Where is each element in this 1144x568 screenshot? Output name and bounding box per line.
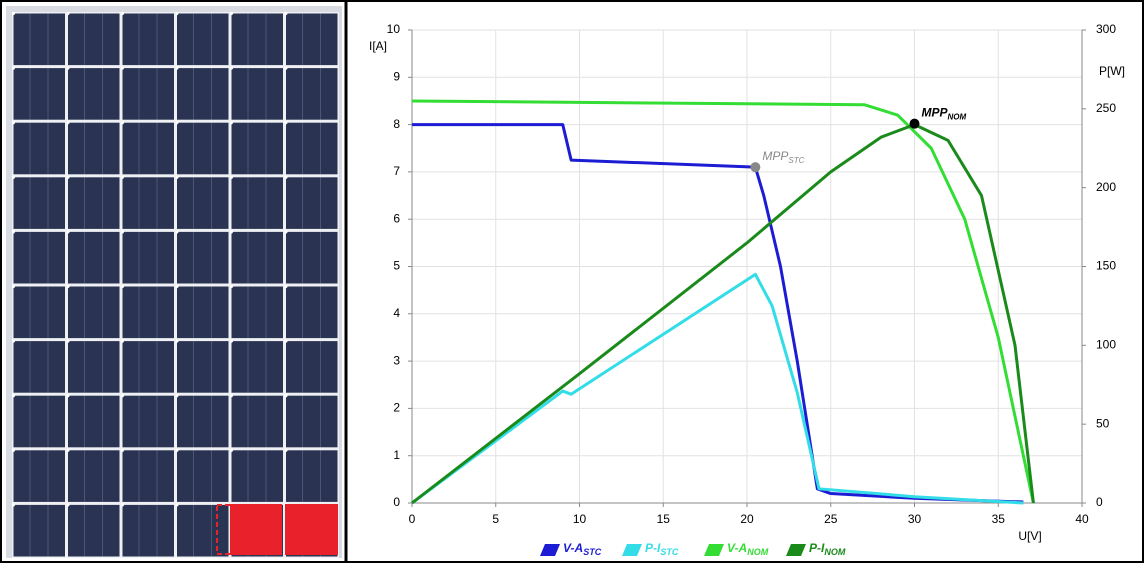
y-tick-label: 1 xyxy=(393,448,400,462)
legend-name: P-I xyxy=(645,541,661,555)
plot: 0 5 10 15 20 25 30 35 40012345678910050100150200… xyxy=(369,22,1125,557)
legend-name: V-A xyxy=(727,541,747,555)
mpp-label-sub: STC xyxy=(788,156,804,165)
x-tick-label: 25 xyxy=(824,512,838,526)
legend-name: P-I xyxy=(809,541,825,555)
x-tick-label: 5 xyxy=(492,512,499,526)
x-tick-label: 10 xyxy=(573,512,587,526)
legend-subscript: STC xyxy=(660,547,679,557)
series-line xyxy=(411,272,1024,505)
y-tick-label: 3 xyxy=(393,353,400,367)
y2-tick-label: 150 xyxy=(1096,259,1116,273)
x-tick-label: 40 xyxy=(1075,512,1089,526)
x-tick-label: 20 xyxy=(740,512,754,526)
mpp-label-main: MPP xyxy=(762,149,788,163)
legend-swatch xyxy=(704,544,724,556)
legend-swatch xyxy=(540,544,560,556)
legend-name: V-A xyxy=(563,541,583,555)
y-tick-label: 2 xyxy=(393,401,400,415)
legend-subscript: NOM xyxy=(747,547,769,557)
series-line xyxy=(411,123,1035,505)
y-tick-label: 0 xyxy=(393,495,400,509)
y-tick-label: 4 xyxy=(393,306,400,320)
y2-tick-label: 0 xyxy=(1096,495,1103,509)
series-line xyxy=(411,99,1035,504)
y2-tick-label: 100 xyxy=(1096,338,1116,352)
y2-tick-label: 250 xyxy=(1096,101,1116,115)
y-axis-label: I[A] xyxy=(369,39,387,53)
y2-tick-label: 50 xyxy=(1096,416,1110,430)
x-tick-label: 0 xyxy=(409,512,416,526)
x-tick-label: 15 xyxy=(657,512,671,526)
mpp-label: MPPNOM xyxy=(922,106,967,122)
y-tick-label: 9 xyxy=(393,69,400,83)
legend-label: V-ANOM xyxy=(727,541,769,557)
mpp-label: MPPSTC xyxy=(762,149,804,165)
legend-subscript: NOM xyxy=(824,547,846,557)
legend-subscript: STC xyxy=(583,547,602,557)
x-axis-label: U[V] xyxy=(1018,529,1041,543)
legend-swatch xyxy=(786,544,806,556)
legend-label: V-ASTC xyxy=(563,541,602,557)
legend-label: P-INOM xyxy=(809,541,846,557)
y-tick-label: 8 xyxy=(393,117,400,131)
y2-tick-label: 300 xyxy=(1096,22,1116,36)
y-tick-label: 5 xyxy=(393,259,400,273)
legend-swatch xyxy=(622,544,642,556)
mpp-label-main: MPP xyxy=(922,106,949,120)
y2-axis-label: P[W] xyxy=(1099,64,1125,78)
legend-label: P-ISTC xyxy=(645,541,679,557)
mpp-point xyxy=(909,118,920,129)
solar-panel xyxy=(6,6,342,558)
x-tick-label: 30 xyxy=(908,512,922,526)
x-tick-label: 35 xyxy=(992,512,1006,526)
mpp-label-sub: NOM xyxy=(948,113,967,122)
y-tick-label: 10 xyxy=(387,22,401,36)
y-tick-label: 7 xyxy=(393,164,400,178)
mpp-point xyxy=(750,162,761,173)
y-tick-label: 6 xyxy=(393,211,400,225)
y2-tick-label: 200 xyxy=(1096,180,1116,194)
series-line xyxy=(412,123,1024,504)
